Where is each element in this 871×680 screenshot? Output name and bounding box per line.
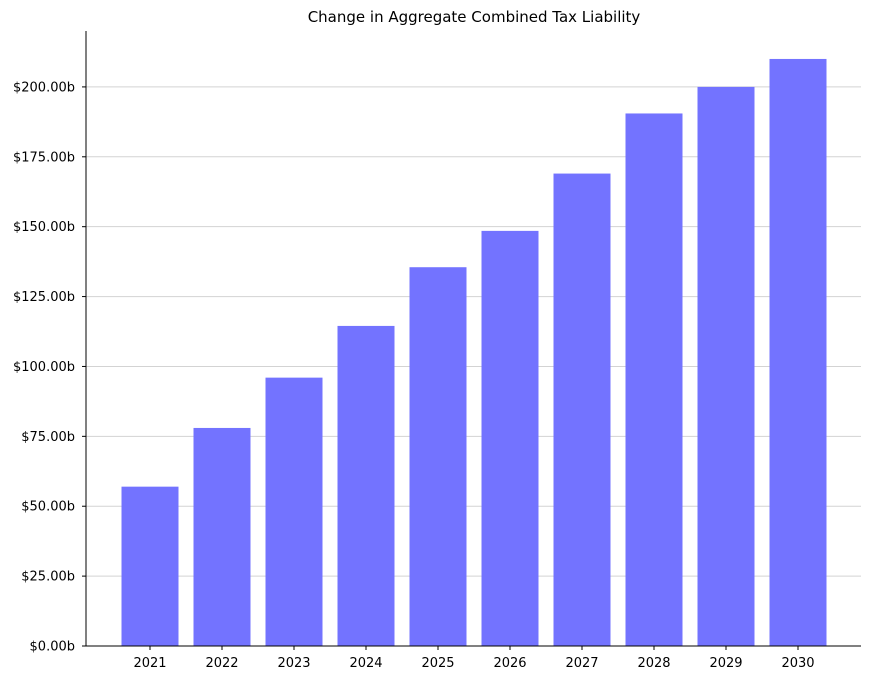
bar [769, 58, 827, 647]
axes [85, 31, 861, 647]
chart-title: Change in Aggregate Combined Tax Liabili… [308, 8, 641, 26]
x-tick-label: 2022 [205, 656, 238, 671]
y-tick-label: $125.00b [13, 290, 75, 305]
bar [409, 267, 467, 646]
y-tick-label: $175.00b [13, 150, 75, 165]
bar [625, 113, 683, 646]
y-axis-ticks: $0.00b $25.00b $50.00b $75.00b $100.00b $125.… [13, 80, 86, 655]
y-tick-label: $100.00b [13, 360, 75, 375]
x-tick-label: 2028 [637, 656, 670, 671]
x-tick-label: 2027 [565, 656, 598, 671]
y-tick-label: $200.00b [13, 80, 75, 95]
y-tick-label: $50.00b [21, 500, 75, 515]
bar [337, 325, 395, 646]
y-tick-label: $25.00b [21, 570, 75, 585]
y-tick-label: $75.00b [21, 430, 75, 445]
x-tick-label: 2030 [781, 656, 814, 671]
bar [481, 230, 539, 646]
bar [121, 486, 179, 646]
x-tick-label: 2029 [709, 656, 742, 671]
bar [193, 427, 251, 646]
x-tick-label: 2024 [349, 656, 382, 671]
y-tick-label: $150.00b [13, 220, 75, 235]
x-tick-label: 2025 [421, 656, 454, 671]
bar [697, 86, 755, 647]
bar [265, 377, 323, 646]
x-tick-label: 2026 [493, 656, 526, 671]
y-tick-label: $0.00b [30, 640, 75, 655]
x-tick-label: 2023 [277, 656, 310, 671]
bar [553, 173, 611, 646]
x-axis-ticks: 2021 2022 2023 2024 2025 2026 2027 2028 2029 2030 [133, 646, 815, 671]
x-tick-label: 2021 [133, 656, 166, 671]
bars [121, 58, 827, 647]
